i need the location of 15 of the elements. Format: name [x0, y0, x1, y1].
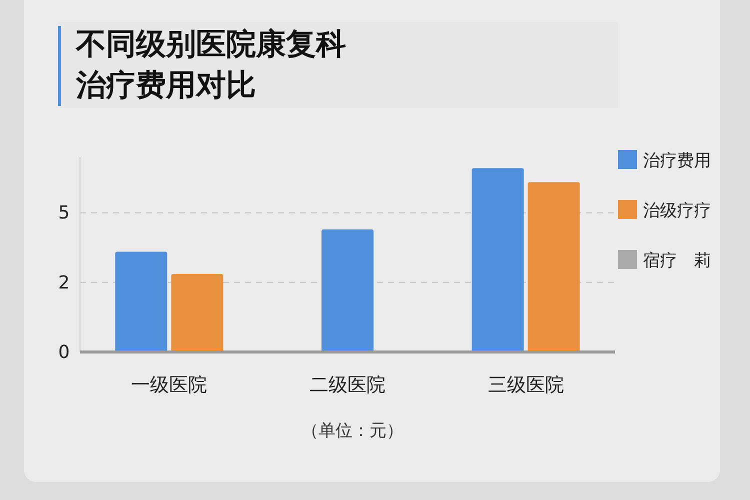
legend-label: 治级疗疗: [643, 201, 711, 221]
legend-label: 宿疗 莉: [643, 251, 711, 271]
x-tick-label: 一级医院: [131, 374, 208, 396]
y-tick-label: 5: [58, 202, 70, 224]
bar: [115, 252, 168, 352]
y-tick-label: 2: [58, 272, 70, 294]
bar: [171, 274, 224, 352]
chart-title: 不同级别医院康复科治疗费用对比: [76, 26, 347, 105]
x-tick-label: 三级医院: [488, 374, 564, 396]
bar: [528, 182, 580, 352]
text: （单位：元）: [302, 421, 404, 441]
x-tick-label: 二级医院: [310, 374, 386, 396]
y-tick-label: 0: [58, 342, 70, 363]
bar: [472, 168, 524, 352]
legend-label: 治疗费用: [643, 151, 711, 171]
